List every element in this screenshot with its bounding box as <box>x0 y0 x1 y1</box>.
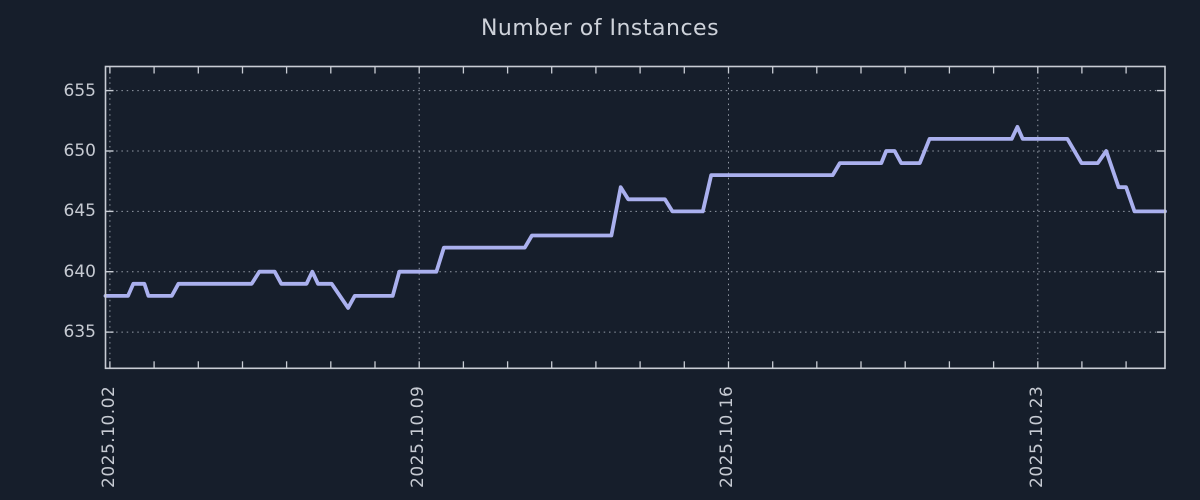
x-tick-label-oct23: 2025.10.23 <box>1027 385 1047 488</box>
y-tick-label-650: 650 <box>63 141 96 161</box>
y-tick-label-635: 635 <box>63 322 96 342</box>
x-tick-label-oct02: 2025.10.02 <box>99 385 119 488</box>
y-tick-label-640: 640 <box>63 262 96 282</box>
x-tick-label-oct09: 2025.10.09 <box>408 385 428 488</box>
x-tick-label-oct16: 2025.10.16 <box>717 385 737 488</box>
chart-title: Number of Instances <box>480 16 720 41</box>
y-tick-label-645: 645 <box>63 201 96 221</box>
y-tick-label-655: 655 <box>63 81 96 101</box>
